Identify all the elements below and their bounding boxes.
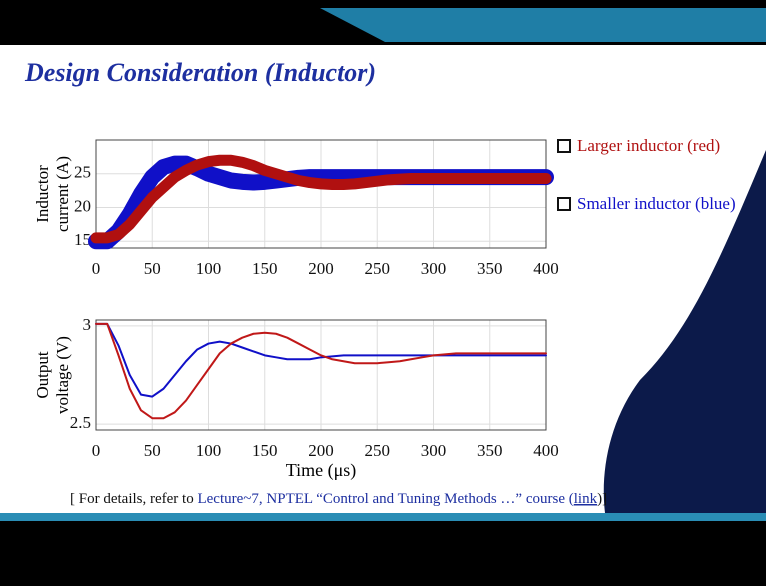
page: {"slide": {"title": "Design Consideratio… xyxy=(0,0,766,581)
footnote-part: link xyxy=(574,491,598,507)
x-tick-label: 350 xyxy=(477,441,503,460)
x-tick-label: 200 xyxy=(308,441,334,460)
x-tick-label: 100 xyxy=(196,259,222,278)
x-tick-label: 50 xyxy=(144,441,161,460)
x-tick-label: 400 xyxy=(533,259,559,278)
x-tick-label: 400 xyxy=(533,441,559,460)
y-axis-label: voltage (V) xyxy=(53,336,72,414)
x-tick-label: 0 xyxy=(92,441,101,460)
footnote: [ For details, refer to Lecture~7, NPTEL… xyxy=(70,491,607,507)
x-tick-label: 100 xyxy=(196,441,222,460)
legend-label: Larger inductor (red) xyxy=(577,136,720,155)
footnote-part: , NPTEL “Control and Tuning Methods …” c… xyxy=(259,491,574,507)
y-axis-label: Output xyxy=(33,351,52,399)
y-axis-label: current (A) xyxy=(53,156,72,232)
x-tick-label: 250 xyxy=(365,259,391,278)
slide-title: Design Consideration (Inductor) xyxy=(24,58,376,87)
header-stripe xyxy=(320,8,766,42)
x-tick-label: 150 xyxy=(252,259,278,278)
legend-box xyxy=(558,140,570,152)
y-tick-label: 3 xyxy=(83,315,92,334)
footnote-part: )] xyxy=(597,491,607,507)
footer-stripe xyxy=(0,513,766,521)
y-tick-label: 2.5 xyxy=(70,413,91,432)
legend-box xyxy=(558,198,570,210)
y-axis-label: Inductor xyxy=(33,165,52,223)
x-tick-label: 300 xyxy=(421,441,447,460)
footnote-part: Lecture~7 xyxy=(197,491,259,507)
x-tick-label: 50 xyxy=(144,259,161,278)
y-tick-label: 25 xyxy=(74,163,91,182)
x-tick-label: 250 xyxy=(365,441,391,460)
y-tick-label: 20 xyxy=(74,196,91,215)
footnote-part: [ For details, refer to xyxy=(70,491,197,507)
slide: Design Consideration (Inductor) [ For de… xyxy=(0,0,766,581)
x-tick-label: 300 xyxy=(421,259,447,278)
legend-label: Smaller inductor (blue) xyxy=(577,194,736,213)
x-tick-label: 200 xyxy=(308,259,334,278)
x-tick-label: 0 xyxy=(92,259,101,278)
x-tick-label: 350 xyxy=(477,259,503,278)
x-axis-label: Time (μs) xyxy=(286,460,357,481)
x-tick-label: 150 xyxy=(252,441,278,460)
